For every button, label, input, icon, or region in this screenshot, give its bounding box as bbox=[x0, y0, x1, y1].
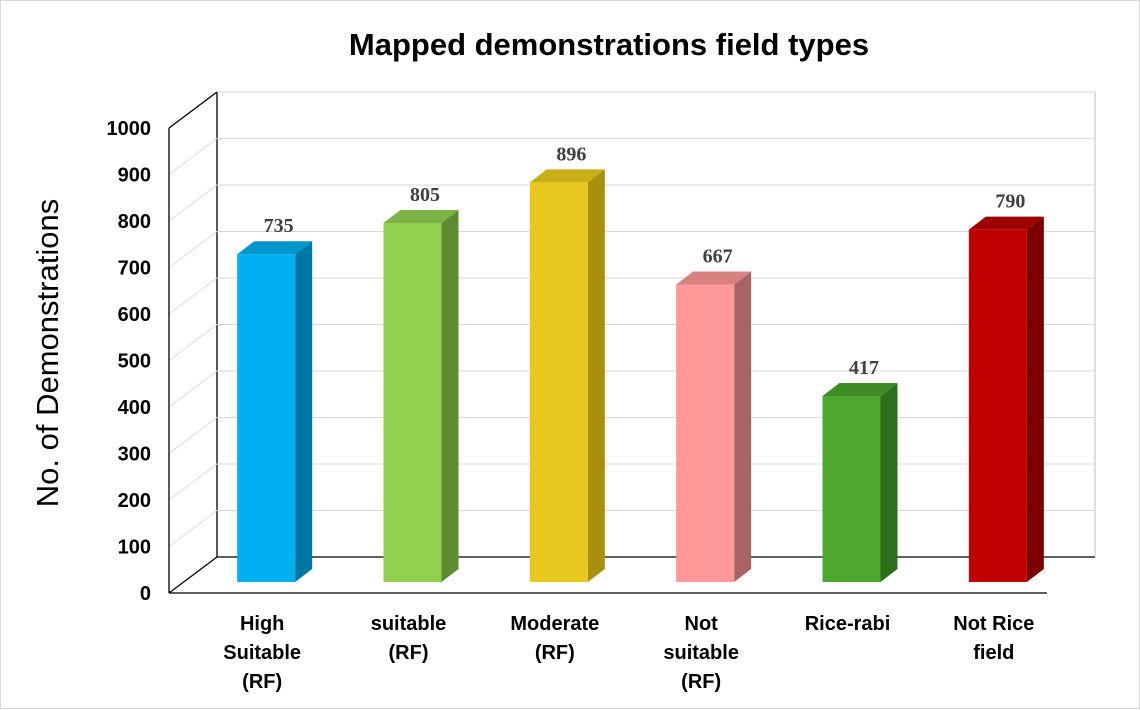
bar bbox=[529, 169, 605, 582]
chart-title: Mapped demonstrations field types bbox=[349, 27, 869, 62]
x-tick-label: Moderate (RF) bbox=[510, 613, 599, 664]
x-tick-label-line: (RF) bbox=[389, 642, 429, 664]
y-tick-label: 700 bbox=[118, 258, 151, 280]
x-tick-label-line: Not Rice bbox=[953, 613, 1034, 635]
gridline bbox=[168, 91, 1095, 129]
x-tick-label-line: Rice-rabi bbox=[805, 613, 891, 635]
y-tick-label: 200 bbox=[118, 490, 151, 512]
data-label: 417 bbox=[849, 357, 879, 379]
bar-top bbox=[676, 271, 752, 285]
bar-side bbox=[587, 169, 605, 582]
bar-front bbox=[676, 284, 735, 582]
x-tick-label-line: High bbox=[240, 613, 284, 635]
data-label: 805 bbox=[410, 184, 440, 206]
x-tick-labels: High Suitable (RF) suitable (RF) Moderate (RF)… bbox=[223, 613, 1034, 693]
bar-side bbox=[734, 271, 752, 582]
x-tick-label-line: (RF) bbox=[681, 671, 721, 693]
data-labels: 735 805 896 667 417 790 bbox=[264, 143, 1026, 379]
gridline bbox=[168, 231, 1095, 268]
bars bbox=[237, 169, 1044, 582]
y-tick-label: 300 bbox=[118, 444, 151, 466]
bar bbox=[968, 216, 1044, 582]
x-tick-label-line: suitable bbox=[663, 642, 739, 664]
gridline bbox=[168, 417, 1095, 454]
y-axis-label: No. of Demonstrations bbox=[30, 199, 65, 507]
gridline bbox=[168, 324, 1095, 361]
bar bbox=[237, 241, 313, 582]
x-tick-label-line: (RF) bbox=[242, 671, 282, 693]
gridline bbox=[168, 277, 1095, 315]
bar-front bbox=[237, 254, 296, 582]
y-tick-label: 1000 bbox=[107, 118, 152, 140]
x-tick-label: High Suitable (RF) bbox=[223, 613, 301, 693]
bar-top bbox=[529, 169, 605, 183]
y-tick-labels: 0 100 200 300 400 500 600 700 800 900 1000 bbox=[107, 118, 152, 605]
x-tick-label: Not suitable (RF) bbox=[663, 613, 739, 693]
bar-top bbox=[237, 241, 313, 255]
y-tick-label: 800 bbox=[118, 211, 151, 233]
x-tick-label-line: Moderate bbox=[510, 613, 599, 635]
bar-front bbox=[968, 229, 1027, 582]
y-tick-label: 500 bbox=[118, 351, 151, 373]
y-tick-label: 900 bbox=[118, 165, 151, 187]
axes bbox=[168, 91, 1047, 594]
bar-top bbox=[968, 216, 1044, 230]
x-tick-label-line: Suitable bbox=[223, 642, 301, 664]
y-tick-label: 600 bbox=[118, 304, 151, 326]
bar-side bbox=[295, 241, 313, 582]
y-tick-label: 0 bbox=[140, 583, 151, 605]
x-tick-label: Not Rice field bbox=[953, 613, 1034, 664]
bar bbox=[822, 383, 898, 582]
gridline bbox=[168, 184, 1095, 222]
bar-front bbox=[383, 222, 442, 582]
data-label: 896 bbox=[556, 143, 586, 165]
x-tick-label-line: (RF) bbox=[535, 642, 575, 664]
bar-front bbox=[529, 182, 588, 582]
bar-side bbox=[1026, 216, 1044, 582]
bar-top bbox=[383, 209, 459, 223]
bar bbox=[383, 209, 459, 582]
bar bbox=[676, 271, 752, 582]
x-tick-label-line: field bbox=[973, 642, 1014, 664]
x-tick-label-line: suitable bbox=[371, 613, 447, 635]
y-tick-label: 100 bbox=[118, 537, 151, 559]
y-tick-label: 400 bbox=[118, 397, 151, 419]
data-label: 735 bbox=[264, 215, 294, 237]
data-label: 790 bbox=[995, 191, 1025, 213]
gridline bbox=[168, 510, 1095, 547]
x-tick-label: Rice-rabi bbox=[805, 613, 891, 635]
y-axis-top-edge bbox=[168, 91, 218, 129]
gridline bbox=[168, 138, 1095, 175]
data-label: 667 bbox=[703, 246, 733, 268]
x-tick-label-line: Not bbox=[685, 613, 719, 635]
bar-top bbox=[822, 383, 898, 397]
bar-side bbox=[880, 383, 898, 582]
gridline bbox=[168, 463, 1095, 501]
bar-front bbox=[822, 396, 881, 582]
gridline bbox=[168, 370, 1095, 408]
x-tick-label: suitable (RF) bbox=[371, 613, 447, 664]
bar-side bbox=[441, 209, 459, 582]
